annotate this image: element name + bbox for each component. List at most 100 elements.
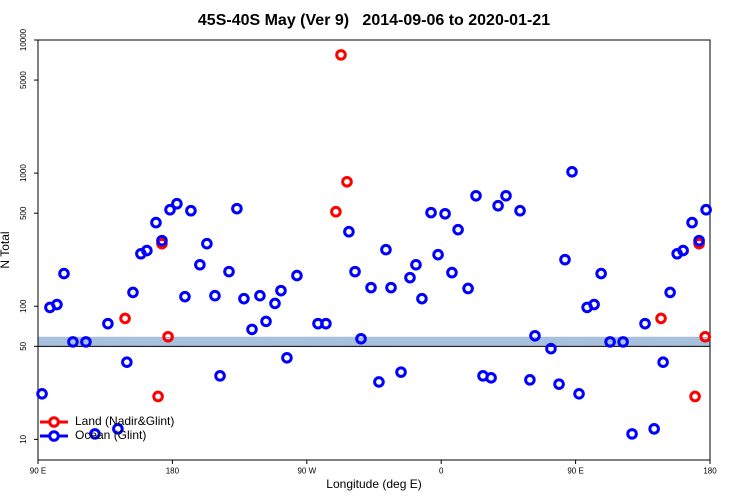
x-tick-label: 180 (703, 467, 717, 476)
point (395, 366, 407, 378)
point (231, 202, 243, 215)
point (595, 267, 607, 280)
point (156, 234, 168, 247)
x-tick-label: 0 (439, 467, 444, 476)
legend-label: Land (Nadir&Glint) (75, 414, 174, 428)
y-axis-label: N Total (0, 231, 12, 268)
point (246, 323, 258, 336)
point (404, 271, 416, 284)
y-tick-label: 10 (19, 434, 28, 443)
point (617, 336, 629, 348)
y-tick-label: 50 (19, 341, 28, 350)
point (664, 286, 676, 299)
point (500, 189, 512, 202)
point (102, 317, 114, 330)
point (335, 49, 347, 61)
point (152, 390, 164, 403)
point (588, 298, 600, 311)
point (639, 317, 651, 330)
point (432, 248, 444, 261)
point (291, 269, 303, 282)
legend-label: Ocean (Glint) (75, 428, 146, 442)
point (223, 265, 235, 278)
x-tick-label: 90 E (567, 467, 583, 476)
point (446, 266, 458, 279)
point (171, 197, 183, 210)
point (214, 370, 226, 382)
y-tick-label: 1000 (19, 164, 28, 182)
point (185, 204, 197, 217)
point (655, 312, 667, 325)
point (514, 204, 526, 217)
legend-marker (48, 416, 60, 428)
point (150, 216, 162, 229)
point (425, 206, 437, 219)
point (470, 189, 482, 202)
point (119, 312, 131, 325)
point (275, 284, 287, 297)
point (626, 428, 638, 440)
point (566, 166, 578, 178)
point (385, 281, 397, 294)
point (686, 216, 698, 229)
point (349, 265, 361, 278)
point (238, 292, 250, 305)
chart-title: 45S-40S May (Ver 9) 2014-09-06 to 2020-0… (198, 12, 550, 29)
point (439, 207, 451, 220)
y-tick-label: 100 (19, 299, 28, 313)
point (355, 332, 367, 345)
point (452, 223, 464, 236)
x-axis-label: Longitude (deg E) (326, 477, 421, 491)
point (194, 258, 206, 271)
point (141, 244, 153, 257)
point (373, 376, 385, 388)
point (485, 372, 497, 384)
point (67, 336, 79, 348)
point (330, 205, 342, 218)
point (201, 237, 213, 250)
point (524, 374, 536, 386)
point (269, 297, 281, 310)
plot-frame (37, 39, 711, 461)
point (410, 258, 422, 271)
reference-band (38, 336, 710, 347)
point (127, 286, 139, 299)
point (492, 199, 504, 212)
x-tick-label: 90 E (30, 467, 46, 476)
point (121, 356, 133, 368)
point (36, 387, 48, 400)
point (343, 225, 355, 238)
point (553, 378, 565, 390)
point (112, 423, 124, 435)
point (604, 336, 616, 348)
point (341, 175, 353, 188)
point (260, 315, 272, 328)
point (677, 244, 689, 257)
point (657, 356, 669, 368)
point (365, 281, 377, 294)
point (179, 290, 191, 303)
point (573, 387, 585, 400)
point (559, 253, 571, 266)
point (529, 329, 541, 342)
point (648, 423, 660, 435)
legend-marker (48, 430, 60, 442)
point (80, 336, 92, 348)
y-tick-label: 10000 (19, 28, 28, 51)
point (162, 330, 174, 343)
y-tick-label: 500 (19, 206, 28, 220)
point (281, 352, 293, 364)
point (462, 282, 474, 295)
point (209, 289, 221, 302)
x-tick-label: 180 (166, 467, 180, 476)
point (689, 390, 701, 403)
point (51, 298, 63, 311)
point (380, 243, 392, 256)
point (89, 428, 101, 440)
point (416, 292, 428, 305)
point (58, 267, 70, 280)
x-tick-label: 90 W (297, 467, 316, 476)
point (693, 234, 705, 247)
y-tick-label: 5000 (19, 71, 28, 89)
